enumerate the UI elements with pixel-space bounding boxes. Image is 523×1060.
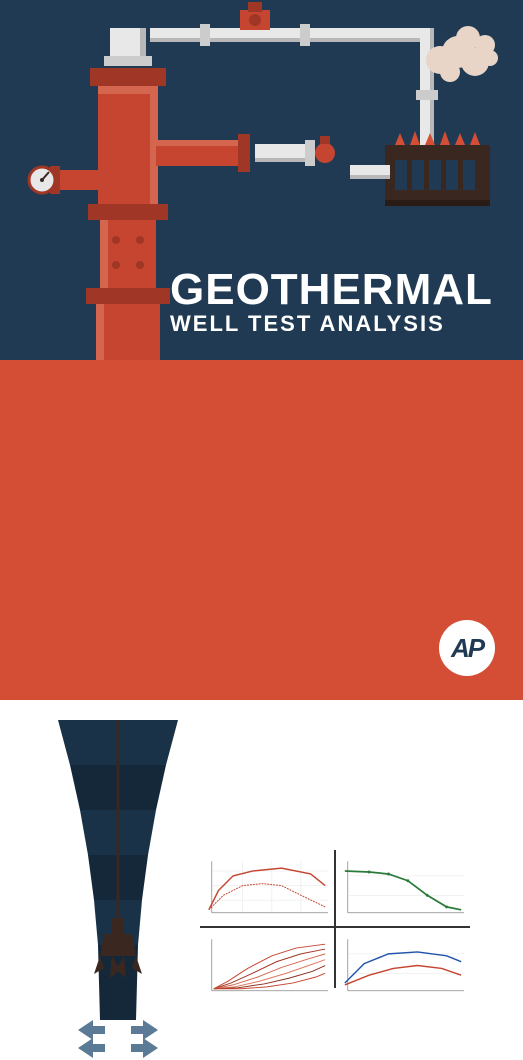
title-sub: WELL TEST ANALYSIS	[170, 311, 493, 337]
book-cover: GEOTHERMAL WELL TEST ANALYSIS Fundamenta…	[0, 0, 523, 700]
drill-illustration	[48, 720, 188, 1060]
publisher-logo: AP	[439, 620, 495, 676]
title-block: GEOTHERMAL WELL TEST ANALYSIS	[170, 265, 493, 337]
bottom-panel: Fundamentals, Applications and Advanced …	[0, 360, 523, 700]
chart-3	[200, 928, 334, 1004]
chart-grid	[200, 850, 470, 988]
publisher-logo-text: AP	[451, 633, 483, 664]
subtitle-line1: Fundamentals, Applications	[200, 738, 426, 760]
subtitle-line2: and Advanced Techniques	[200, 760, 426, 782]
chart4-curve2	[345, 966, 461, 985]
top-panel: GEOTHERMAL WELL TEST ANALYSIS	[0, 0, 523, 360]
chart-2	[336, 850, 470, 926]
subtitle: Fundamentals, Applications and Advanced …	[200, 738, 426, 782]
chart1-curve	[209, 868, 325, 910]
title-main: GEOTHERMAL	[170, 265, 493, 315]
chart-4	[336, 928, 470, 1004]
chart1-deriv	[209, 884, 325, 910]
authors: Sadiq J. Zarrouk Katie McLean	[300, 798, 447, 854]
chart2-curve	[345, 871, 461, 910]
author-1: Sadiq J. Zarrouk	[300, 798, 447, 826]
chart-1	[200, 850, 334, 926]
